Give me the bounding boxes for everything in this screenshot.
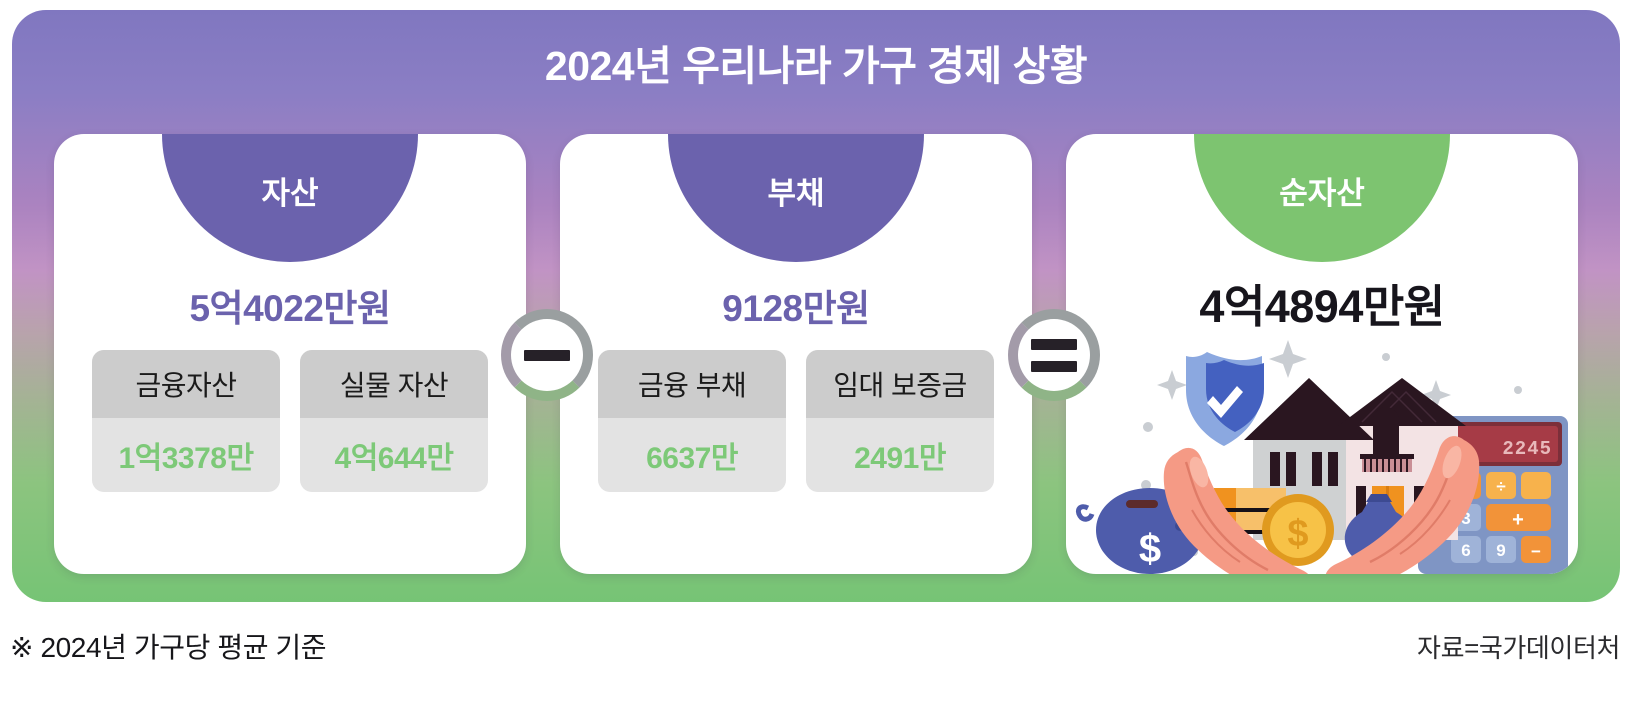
- subbox-rental-deposit[interactable]: 임대 보증금 2491만: [806, 350, 994, 492]
- badge-label-net-assets: 순자산: [1279, 175, 1365, 211]
- equals-bar-top: [1031, 338, 1077, 350]
- badge-assets: 자산: [162, 134, 418, 262]
- card-assets[interactable]: 자산 5억4022만원 금융자산 1억3378만 실물 자산: [54, 134, 526, 574]
- footer-bar: ※ 2024년 가구당 평균 기준 자료=국가데이터처: [0, 602, 1632, 715]
- svg-text:−: −: [1531, 542, 1541, 561]
- coin-icon: $: [1262, 494, 1334, 566]
- subbox-head: 임대 보증금: [806, 350, 994, 418]
- subbox-body: 6637만: [598, 418, 786, 492]
- subbox-body: 2491만: [806, 418, 994, 492]
- subbox-financial-assets[interactable]: 금융자산 1억3378만: [92, 350, 280, 492]
- svg-text:6: 6: [1461, 541, 1470, 560]
- equals-operator-icon: [1008, 309, 1100, 401]
- badge-label-debt: 부채: [767, 175, 825, 211]
- card-value-net-assets: 4억4894만원: [1199, 281, 1445, 332]
- badge-net-assets: 순자산: [1194, 134, 1450, 262]
- cards-row: 자산 5억4022만원 금융자산 1억3378만 실물 자산: [12, 10, 1620, 602]
- subbox-financial-debt[interactable]: 금융 부채 6637만: [598, 350, 786, 492]
- minus-operator-icon: [501, 309, 593, 401]
- minus-bar: [524, 349, 570, 361]
- card-value-assets: 5억4022만원: [189, 288, 391, 329]
- equals-bar-bottom: [1031, 360, 1077, 372]
- subbox-value: 1억3378만: [118, 442, 254, 475]
- svg-text:÷: ÷: [1496, 477, 1505, 496]
- subbox-value: 6637만: [646, 442, 738, 475]
- subbox-head: 금융자산: [92, 350, 280, 418]
- hand-right-icon: [1326, 436, 1480, 574]
- subboxes-assets: 금융자산 1억3378만 실물 자산 4억644만: [92, 350, 488, 492]
- subbox-body: 4억644만: [300, 418, 488, 492]
- subbox-head: 금융 부채: [598, 350, 786, 418]
- svg-text:9: 9: [1496, 541, 1505, 560]
- svg-text:3: 3: [1461, 509, 1470, 528]
- header-bar: 2024년 우리나라 가구 경제 상황: [12, 10, 1620, 114]
- subbox-label: 임대 보증금: [833, 370, 967, 401]
- subbox-body: 1억3378만: [92, 418, 280, 492]
- subbox-label: 금융 부채: [637, 370, 747, 401]
- subbox-head: 실물 자산: [300, 350, 488, 418]
- svg-text:$: $: [1287, 513, 1308, 555]
- svg-text:2245: 2245: [1502, 438, 1552, 460]
- svg-text:$: $: [1139, 527, 1161, 571]
- page-title: 2024년 우리나라 가구 경제 상황: [544, 43, 1088, 89]
- footer-source: 자료=국가데이터처: [1417, 633, 1620, 663]
- footer-note: ※ 2024년 가구당 평균 기준: [10, 632, 327, 663]
- card-value-debt: 9128만원: [722, 288, 870, 329]
- gradient-panel: 2024년 우리나라 가구 경제 상황 자산 5억4022만원 금융자산 1억3…: [12, 10, 1620, 602]
- subbox-label: 금융자산: [135, 370, 237, 401]
- subbox-value: 4억644만: [334, 442, 454, 475]
- card-debt[interactable]: 부채 9128만원 금융 부채 6637만 임대 보증금: [560, 134, 1032, 574]
- subbox-label: 실물 자산: [339, 370, 449, 401]
- hand-left-icon: [1163, 447, 1308, 574]
- subbox-value: 2491만: [854, 442, 946, 475]
- card-net-assets[interactable]: 순자산 4억4894만원: [1066, 134, 1578, 574]
- badge-label-assets: 자산: [261, 175, 319, 211]
- svg-text:+: +: [1512, 509, 1524, 531]
- badge-debt: 부채: [668, 134, 924, 262]
- subboxes-debt: 금융 부채 6637만 임대 보증금 2491만: [598, 350, 994, 492]
- subbox-real-assets[interactable]: 실물 자산 4억644만: [300, 350, 488, 492]
- net-assets-illustration: 2245 x ÷ 3 + 6: [1066, 330, 1578, 574]
- shield-icon: [1186, 352, 1264, 446]
